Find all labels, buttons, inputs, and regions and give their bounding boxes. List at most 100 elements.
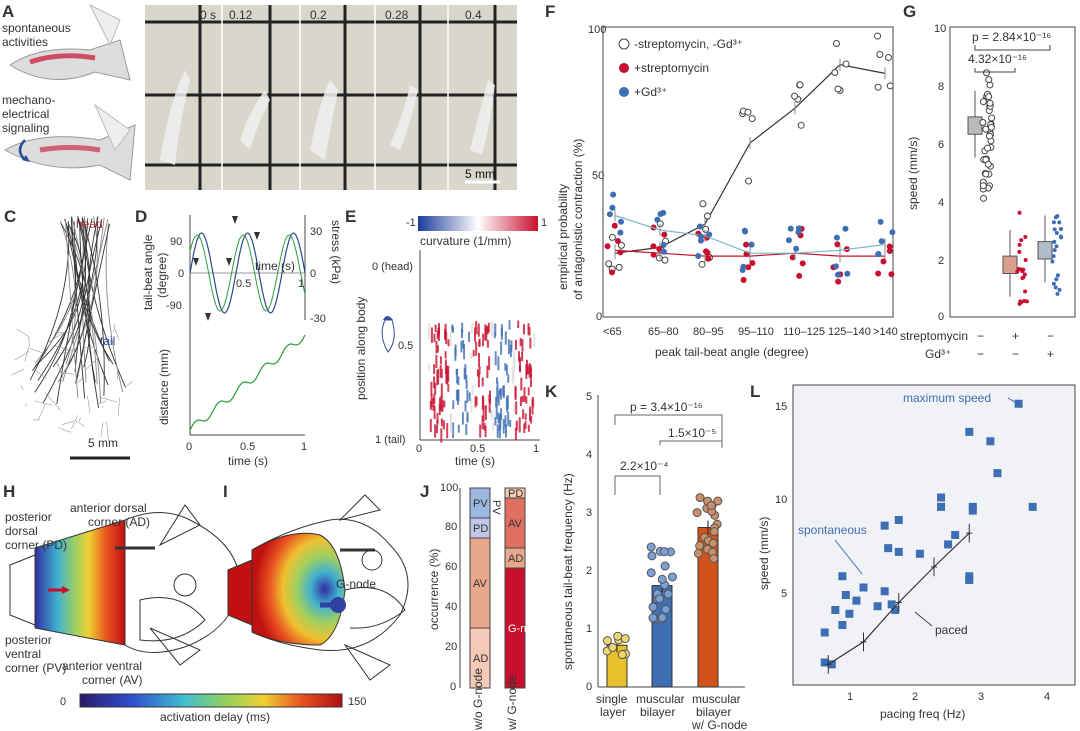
- l-point: [827, 660, 836, 669]
- kymo-cell: [472, 350, 475, 357]
- kymo-cell: [454, 344, 457, 357]
- g-ytick-6: 6: [938, 139, 944, 151]
- kymo-cell: [428, 323, 431, 339]
- panel-a: A spontaneous activities mechano- electr…: [2, 2, 136, 181]
- kymo-cell: [517, 320, 520, 329]
- k-cat-2-l2: bilayer: [696, 705, 731, 719]
- kymo-cell: [452, 400, 455, 410]
- l-point: [891, 606, 900, 614]
- f-point-none: [874, 32, 882, 40]
- f-xtick: 110–125: [783, 326, 825, 338]
- j-ytick-40: 40: [445, 601, 457, 613]
- f-point-none: [702, 225, 710, 233]
- g-ylabel: speed (mm/s): [906, 137, 920, 210]
- f-point: [743, 241, 750, 248]
- kymo-cell: [433, 364, 436, 375]
- k-ytick-1: 1: [586, 623, 592, 635]
- kymo-cell: [484, 324, 487, 341]
- kymo-cell: [496, 377, 498, 384]
- k-ytick-3: 3: [586, 507, 592, 519]
- kymo-cell: [496, 386, 499, 403]
- kymo-cell: [528, 363, 531, 378]
- h-label-ad: anterior dorsal: [70, 501, 147, 515]
- kymo-cell: [519, 365, 522, 373]
- l-ytick-10: 10: [775, 494, 787, 506]
- body-trace: [52, 217, 87, 368]
- j-ytick-60: 60: [445, 561, 457, 573]
- kymo-cell: [449, 412, 452, 420]
- kymo-cell: [507, 412, 510, 426]
- f-point: [799, 260, 806, 267]
- kymo-cell: [461, 412, 464, 425]
- kymo-cell: [481, 415, 484, 430]
- g-ytick-4: 4: [938, 197, 944, 209]
- kymo-cell: [449, 332, 452, 347]
- f-point-none: [617, 241, 625, 249]
- kymo-cell: [474, 327, 476, 342]
- g-point: [1058, 226, 1063, 231]
- j-segment: [469, 487, 491, 519]
- panel-a-label-2: activities: [2, 35, 48, 49]
- l-point: [845, 609, 854, 618]
- panel-h: H anterior dorsal corner (AD) posterior …: [3, 482, 241, 687]
- kymo-cell: [509, 419, 512, 428]
- e-xtick-05: 0.5: [470, 443, 485, 455]
- kymo-cell: [464, 400, 467, 412]
- l-point: [993, 469, 1002, 478]
- kymo-cell: [476, 369, 479, 377]
- f-point-none: [655, 254, 663, 262]
- kymo-cell: [475, 321, 478, 328]
- kymo-cell: [463, 343, 466, 360]
- kymo-cell: [486, 365, 489, 379]
- kymo-cell: [486, 340, 489, 348]
- l-point: [841, 591, 850, 599]
- k-pvalue-3: 2.2×10⁻⁴: [620, 459, 669, 473]
- kymo-cell: [478, 353, 480, 367]
- f-point: [617, 218, 624, 225]
- f-legend-0: -streptomycin, -Gd³⁺: [634, 37, 743, 51]
- kymo-cell: [432, 397, 435, 411]
- e-cbar-label: curvature (1/mm): [420, 234, 511, 248]
- g-point: [1051, 281, 1056, 286]
- kymo-cell: [442, 420, 445, 430]
- body-trace: [56, 218, 93, 405]
- l-point: [951, 531, 960, 539]
- kymo-cell: [530, 374, 532, 388]
- panel-k: K 5 4 3 2 1 0 spontaneous tail-beat freq…: [545, 382, 748, 731]
- g-point: [1017, 210, 1022, 215]
- mesh-line: [56, 363, 60, 367]
- kymo-cell: [477, 323, 480, 337]
- kymo-cell: [507, 339, 510, 355]
- l-point: [859, 583, 868, 592]
- panel-label-i: I: [223, 482, 228, 501]
- body-trace: [60, 223, 91, 368]
- kymo-cell: [500, 328, 503, 337]
- kymo-cell: [460, 340, 463, 353]
- kymo-cell: [527, 424, 530, 432]
- kymo-cell: [447, 384, 450, 392]
- mesh-line: [100, 422, 104, 438]
- panel-c: C head tail 5 mm: [4, 207, 134, 460]
- f-legend-marker-0: [618, 38, 630, 50]
- f-point: [745, 264, 752, 271]
- g-point: [1017, 249, 1022, 254]
- kymo-cell: [461, 329, 463, 338]
- g-row-strep-0: −: [977, 329, 984, 343]
- kymo-cell: [521, 339, 524, 352]
- kymo-cell: [512, 365, 515, 379]
- h-label-pv: posterior: [5, 633, 52, 647]
- kymo-cell: [491, 423, 494, 431]
- h-tail-fin: [9, 554, 36, 626]
- d-rtick-neg30: -30: [310, 313, 326, 325]
- f-point: [789, 254, 796, 261]
- panel-b: B 0 s 0.12 0.2 0.28 0.4 5 mm: [145, 2, 517, 190]
- g-point: [982, 170, 990, 178]
- frame-time-1: 0.12: [229, 8, 253, 22]
- f-point: [706, 231, 713, 238]
- cbar-max: 150: [348, 696, 366, 708]
- k-point: [693, 548, 703, 558]
- frame-time-3: 0.28: [385, 8, 409, 22]
- mesh-line: [57, 371, 74, 375]
